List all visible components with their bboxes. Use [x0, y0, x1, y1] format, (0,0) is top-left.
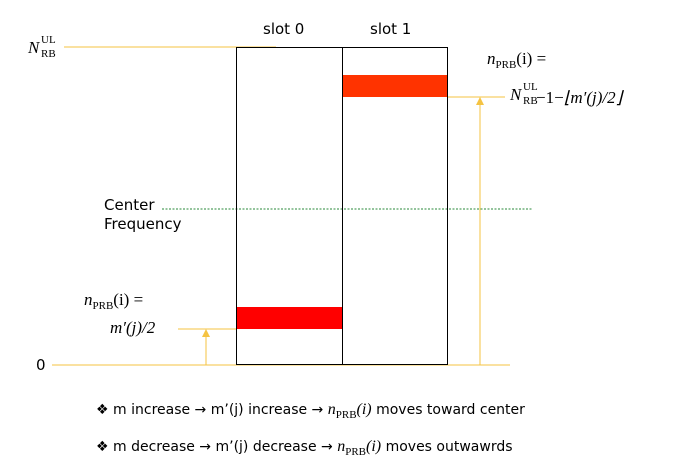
slot0-resource-block: [237, 307, 342, 329]
eq-bottom-rhs: m′(j)/2: [110, 318, 156, 337]
nrb-label: N UL RB: [28, 34, 56, 60]
zero-label: 0: [36, 356, 46, 374]
bullet-increase: ❖ m increase → m’(j) increase → nPRB(i) …: [96, 401, 525, 421]
slot1-label: slot 1: [370, 20, 412, 38]
slot1-arrow-head: [476, 97, 484, 105]
bullet-decrease: ❖ m decrease → m’(j) decrease → nPRB(i) …: [96, 438, 513, 458]
center-frequency-label: Center Frequency: [104, 196, 182, 233]
eq-top-lhs: nPRB(i) =: [487, 49, 547, 71]
slot1-box: [342, 47, 448, 365]
slot0-arrow-head: [202, 329, 210, 337]
slot0-label: slot 0: [263, 20, 305, 38]
slot1-resource-block: [343, 75, 447, 97]
eq-top-rhs: N UL RB −1−⌊m′(j)/2⌋: [510, 81, 623, 107]
eq-bottom-lhs: nPRB(i) =: [84, 290, 144, 312]
